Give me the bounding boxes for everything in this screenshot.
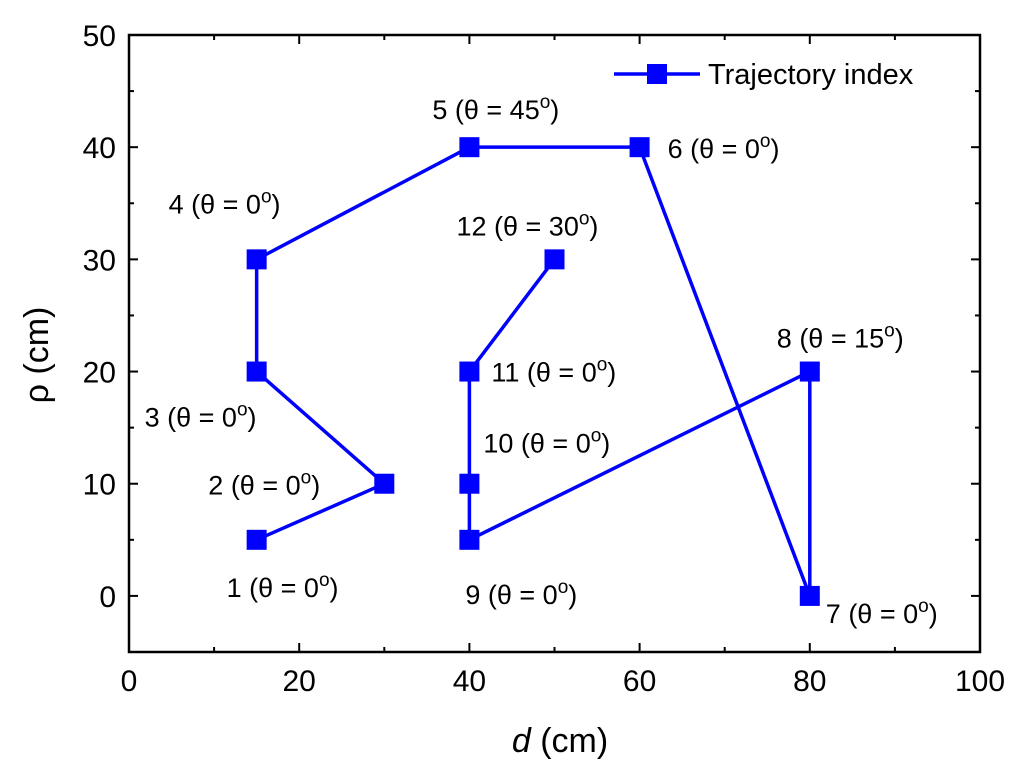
point-label: 2 (θ = 0o) (208, 468, 320, 501)
x-tick-label: 80 (793, 665, 826, 698)
data-point (544, 249, 565, 270)
legend: Trajectory index (614, 59, 914, 91)
x-tick-label: 20 (283, 665, 316, 698)
y-tick-label: 0 (99, 581, 116, 614)
point-label: 10 (θ = 0o) (483, 426, 610, 459)
x-tick-label: 60 (623, 665, 656, 698)
data-point (246, 529, 267, 550)
point-label: 3 (θ = 0o) (145, 400, 257, 433)
data-point (629, 137, 650, 158)
data-point (459, 137, 480, 158)
data-point (799, 361, 820, 382)
point-label: 12 (θ = 30o) (457, 208, 599, 241)
y-tick-label: 10 (83, 469, 116, 502)
x-tick-label: 100 (955, 665, 1005, 698)
legend-marker (647, 64, 667, 84)
point-label: 7 (θ = 0o) (826, 596, 938, 629)
data-point (459, 529, 480, 550)
point-label: 8 (θ = 15o) (777, 321, 904, 354)
point-label: 6 (θ = 0o) (668, 131, 780, 164)
y-tick-label: 20 (83, 357, 116, 390)
x-tick-label: 40 (453, 665, 486, 698)
x-tick-label: 0 (121, 665, 138, 698)
y-tick-label: 50 (83, 20, 116, 53)
data-point (246, 361, 267, 382)
data-point (799, 585, 820, 606)
axis-ticks (128, 34, 981, 653)
point-label: 5 (θ = 45o) (432, 92, 559, 125)
series-trajectory (246, 137, 820, 606)
point-label: 9 (θ = 0o) (465, 577, 577, 610)
data-point (246, 249, 267, 270)
point-label: 4 (θ = 0o) (169, 186, 281, 219)
legend-label: Trajectory index (708, 59, 914, 91)
y-tick-label: 30 (83, 244, 116, 277)
y-axis-label: ρ (cm) (18, 307, 56, 404)
data-point (374, 473, 395, 494)
y-tick-label: 40 (83, 132, 116, 165)
data-point (459, 361, 480, 382)
x-axis-label: d (cm) (512, 722, 608, 760)
point-label: 1 (θ = 0o) (227, 570, 339, 603)
data-point (459, 473, 480, 494)
axis-tick-labels: 0 20 40 60 80 100 0 10 20 30 40 50 (83, 20, 1005, 698)
series-line (254, 145, 812, 598)
point-labels: 1 (θ = 0o) 2 (θ = 0o) 3 (θ = 0o) 4 (θ = 0o)… (145, 92, 938, 629)
point-label: 11 (θ = 0o) (491, 355, 616, 388)
